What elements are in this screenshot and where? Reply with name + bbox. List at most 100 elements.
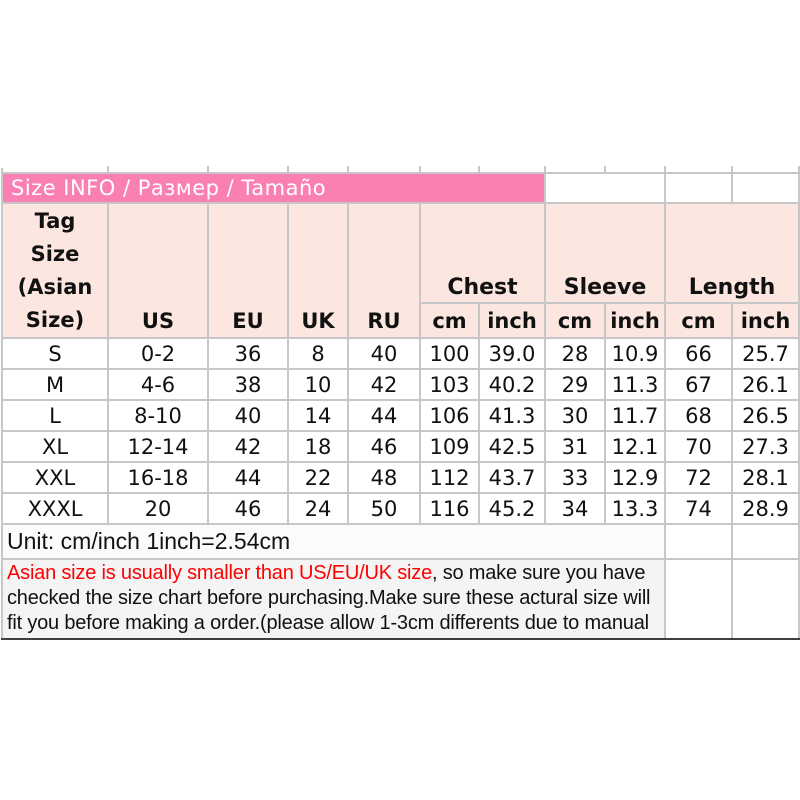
cell-chest-cm: 116 [419,492,480,525]
unit-header-row: cm inch cm inch cm inch [2,302,800,339]
cell-tag: M [1,368,109,401]
unit-note-row: Unit: cm/inch 1inch=2.54cm [1,523,800,560]
cell-eu: 38 [207,368,289,401]
cell-chest-cm: 103 [419,368,480,401]
cell-length-inch: 27.3 [731,430,800,463]
tick-cell [664,166,733,174]
tick-cell [731,166,800,174]
size-row-m: M 4-6 38 10 42 103 40.2 29 11.3 67 26.1 [1,368,800,401]
cell-chest-inch: 41.3 [478,399,546,432]
size-info-title: Size INFO / Размер / Tamaño [1,172,546,204]
size-row-l: L 8-10 40 14 44 106 41.3 30 11.7 68 26.5 [1,399,800,432]
note-line-3: fit you before making a order.(please al… [7,612,649,634]
size-row-s: S 0-2 36 8 40 100 39.0 28 10.9 66 25.7 [1,337,800,370]
cell-length-inch: 26.5 [731,399,800,432]
header-row: Tag Size (Asian Size) US EU UK RU Chest … [1,202,800,339]
cell-chest-inch: 42.5 [478,430,546,463]
empty-cell [731,558,800,640]
cell-uk: 10 [287,368,349,401]
tick-cell [347,166,421,174]
empty-cell [731,523,800,560]
cell-eu: 46 [207,492,289,525]
cell-sleeve-inch: 11.3 [604,368,666,401]
header-chest-inch: inch [478,302,546,339]
cell-uk: 24 [287,492,349,525]
note-red-text: Asian size is usually smaller than US/EU… [7,562,432,584]
cell-tag: XL [1,430,109,463]
note-line-1: Asian size is usually smaller than US/EU… [7,561,663,586]
tick-cell [419,166,480,174]
note-black-text: , so make sure you have [432,562,646,584]
cell-us: 8-10 [107,399,209,432]
cell-us: 12-14 [107,430,209,463]
cell-us: 16-18 [107,461,209,494]
cell-length-cm: 70 [664,430,733,463]
header-chest-cm: cm [419,302,480,339]
header-eu: EU [207,202,289,339]
cell-length-cm: 72 [664,461,733,494]
header-uk: UK [287,202,349,339]
tick-cell [107,166,209,174]
size-row-xxxl: XXXL 20 46 24 50 116 45.2 34 13.3 74 28.… [1,492,800,525]
size-chart-table: Size INFO / Размер / Tamaño Tag Size (As… [1,166,800,640]
header-chest: Chest [419,202,546,304]
cell-sleeve-cm: 33 [544,461,606,494]
cell-length-inch: 26.1 [731,368,800,401]
cell-chest-inch: 39.0 [478,337,546,370]
cell-length-cm: 68 [664,399,733,432]
cell-sleeve-inch: 10.9 [604,337,666,370]
cell-tag: S [1,337,109,370]
cell-sleeve-inch: 13.3 [604,492,666,525]
cell-chest-inch: 40.2 [478,368,546,401]
cell-uk: 8 [287,337,349,370]
cell-ru: 44 [347,399,421,432]
header-ru: RU [347,202,421,339]
cell-ru: 50 [347,492,421,525]
cell-uk: 18 [287,430,349,463]
tick-cell [604,166,666,174]
cell-chest-cm: 109 [419,430,480,463]
size-row-xxl: XXL 16-18 44 22 48 112 43.7 33 12.9 72 2… [1,461,800,494]
cell-length-inch: 28.1 [731,461,800,494]
tick-cell [544,166,606,174]
cell-eu: 44 [207,461,289,494]
header-sleeve-cm: cm [544,302,606,339]
cell-ru: 42 [347,368,421,401]
cell-eu: 40 [207,399,289,432]
tick-cell [287,166,349,174]
tag-size-header: Tag Size (Asian Size) [1,202,109,339]
cell-sleeve-cm: 30 [544,399,606,432]
header-sleeve-inch: inch [604,302,666,339]
empty-cell [544,172,666,204]
cell-length-inch: 25.7 [731,337,800,370]
cell-ru: 40 [347,337,421,370]
cell-tag: XXL [1,461,109,494]
cell-uk: 22 [287,461,349,494]
cell-tag: L [1,399,109,432]
header-us: US [107,202,209,339]
cell-sleeve-inch: 12.9 [604,461,666,494]
cell-us: 0-2 [107,337,209,370]
cell-sleeve-cm: 29 [544,368,606,401]
size-row-xl: XL 12-14 42 18 46 109 42.5 31 12.1 70 27… [1,430,800,463]
cell-chest-cm: 112 [419,461,480,494]
cell-length-cm: 74 [664,492,733,525]
header-length: Length [664,202,800,304]
cell-chest-inch: 43.7 [478,461,546,494]
cell-length-cm: 67 [664,368,733,401]
cell-us: 4-6 [107,368,209,401]
title-row: Size INFO / Размер / Tamaño [1,172,800,204]
cell-ru: 48 [347,461,421,494]
cell-length-cm: 66 [664,337,733,370]
empty-cell [664,172,733,204]
empty-cell [664,523,733,560]
header-length-inch: inch [731,302,800,339]
cell-uk: 14 [287,399,349,432]
warning-note: Asian size is usually smaller than US/EU… [1,558,666,640]
warning-note-row: Asian size is usually smaller than US/EU… [1,558,800,640]
empty-cell [731,172,800,204]
tick-cell [1,166,109,174]
cell-length-inch: 28.9 [731,492,800,525]
cell-eu: 36 [207,337,289,370]
